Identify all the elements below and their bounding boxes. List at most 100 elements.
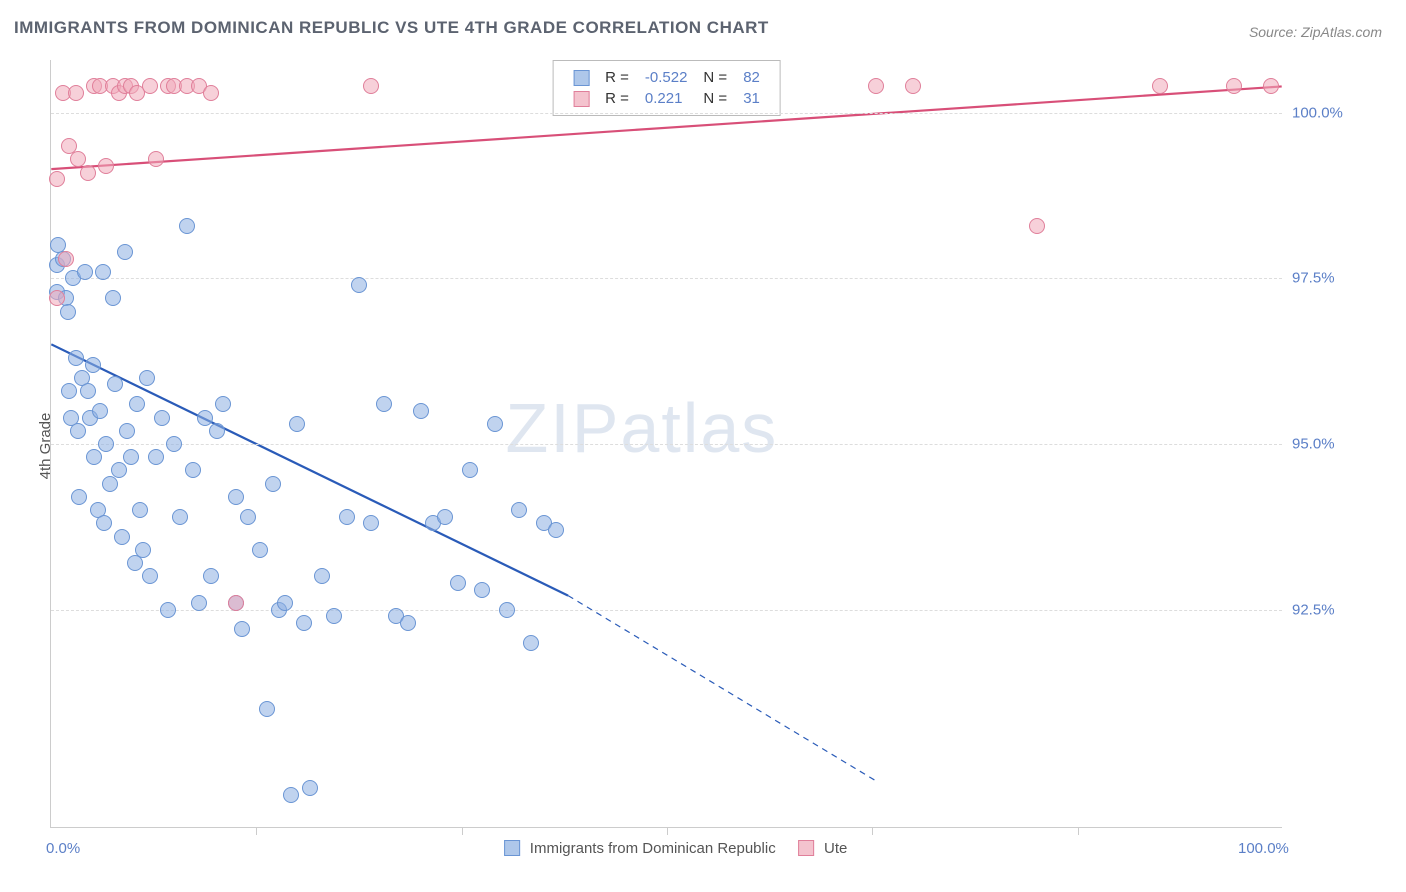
data-point-dominican [339,509,355,525]
data-point-dominican [234,621,250,637]
data-point-dominican [71,489,87,505]
data-point-dominican [135,542,151,558]
data-point-dominican [265,476,281,492]
data-point-dominican [119,423,135,439]
source-prefix: Source: [1249,24,1301,40]
legend-stats-box: R = -0.522 N = 82 R = 0.221 N = 31 [552,60,781,116]
data-point-dominican [160,602,176,618]
stat-r-ute: 0.221 [637,88,696,109]
data-point-ute [142,78,158,94]
data-point-dominican [139,370,155,386]
data-point-dominican [107,376,123,392]
x-tick-label: 100.0% [1238,840,1289,857]
stat-n-dominican: 82 [735,67,768,88]
legend-swatch-ute [573,91,589,107]
stat-n-ute: 31 [735,88,768,109]
data-point-dominican [259,701,275,717]
data-point-dominican [129,396,145,412]
y-tick-label: 92.5% [1292,601,1392,618]
x-tick [872,827,873,835]
data-point-ute [49,171,65,187]
legend-swatch-dominican [573,70,589,86]
data-point-dominican [523,635,539,651]
watermark-a: ZIP [505,389,620,467]
chart-container: IMMIGRANTS FROM DOMINICAN REPUBLIC VS UT… [0,0,1406,892]
data-point-dominican [203,568,219,584]
data-point-dominican [92,403,108,419]
data-point-dominican [302,780,318,796]
bottom-legend: Immigrants from Dominican Republic Ute [486,840,848,857]
data-point-dominican [117,244,133,260]
data-point-dominican [105,290,121,306]
x-tick-label: 0.0% [46,840,80,857]
gridline-h [51,113,1282,114]
data-point-dominican [132,502,148,518]
data-point-dominican [277,595,293,611]
source-attribution: Source: ZipAtlas.com [1249,24,1382,40]
data-point-ute [1029,218,1045,234]
data-point-dominican [77,264,93,280]
watermark-b: atlas [620,389,778,467]
chart-title: IMMIGRANTS FROM DOMINICAN REPUBLIC VS UT… [14,18,769,38]
data-point-ute [49,290,65,306]
data-point-ute [905,78,921,94]
data-point-dominican [474,582,490,598]
legend-label-dominican: Immigrants from Dominican Republic [530,840,776,857]
y-tick-label: 97.5% [1292,270,1392,287]
data-point-dominican [252,542,268,558]
data-point-dominican [185,462,201,478]
data-point-dominican [80,383,96,399]
data-point-dominican [114,529,130,545]
data-point-ute [1152,78,1168,94]
data-point-dominican [209,423,225,439]
data-point-dominican [142,568,158,584]
data-point-dominican [413,403,429,419]
data-point-dominican [191,595,207,611]
source-name: ZipAtlas.com [1301,24,1382,40]
legend-stats-row-ute: R = 0.221 N = 31 [565,88,768,109]
data-point-dominican [450,575,466,591]
data-point-dominican [123,449,139,465]
data-point-dominican [283,787,299,803]
gridline-h [51,278,1282,279]
data-point-dominican [228,489,244,505]
data-point-ute [1263,78,1279,94]
data-point-ute [80,165,96,181]
data-point-dominican [70,423,86,439]
legend-label-ute: Ute [824,840,847,857]
data-point-dominican [289,416,305,432]
stat-r-label: R = [597,88,637,109]
data-point-dominican [60,304,76,320]
data-point-dominican [511,502,527,518]
data-point-dominican [197,410,213,426]
data-point-dominican [96,515,112,531]
data-point-dominican [351,277,367,293]
trend-line [568,596,876,781]
y-tick-label: 95.0% [1292,436,1392,453]
stat-n-label: N = [695,88,735,109]
data-point-dominican [240,509,256,525]
stat-n-label: N = [695,67,735,88]
data-point-ute [868,78,884,94]
data-point-dominican [179,218,195,234]
data-point-dominican [437,509,453,525]
x-tick [667,827,668,835]
data-point-ute [228,595,244,611]
data-point-dominican [487,416,503,432]
data-point-dominican [363,515,379,531]
x-tick [1078,827,1079,835]
x-tick [256,827,257,835]
data-point-ute [148,151,164,167]
data-point-dominican [111,462,127,478]
plot-area: ZIPatlas R = -0.522 N = 82 R = 0.221 N =… [50,60,1282,828]
watermark: ZIPatlas [505,388,778,468]
data-point-dominican [376,396,392,412]
legend-stats-table: R = -0.522 N = 82 R = 0.221 N = 31 [565,67,768,109]
data-point-ute [203,85,219,101]
data-point-ute [68,85,84,101]
y-tick-label: 100.0% [1292,104,1392,121]
legend-swatch-ute [798,840,814,856]
data-point-ute [363,78,379,94]
gridline-h [51,444,1282,445]
data-point-ute [98,158,114,174]
